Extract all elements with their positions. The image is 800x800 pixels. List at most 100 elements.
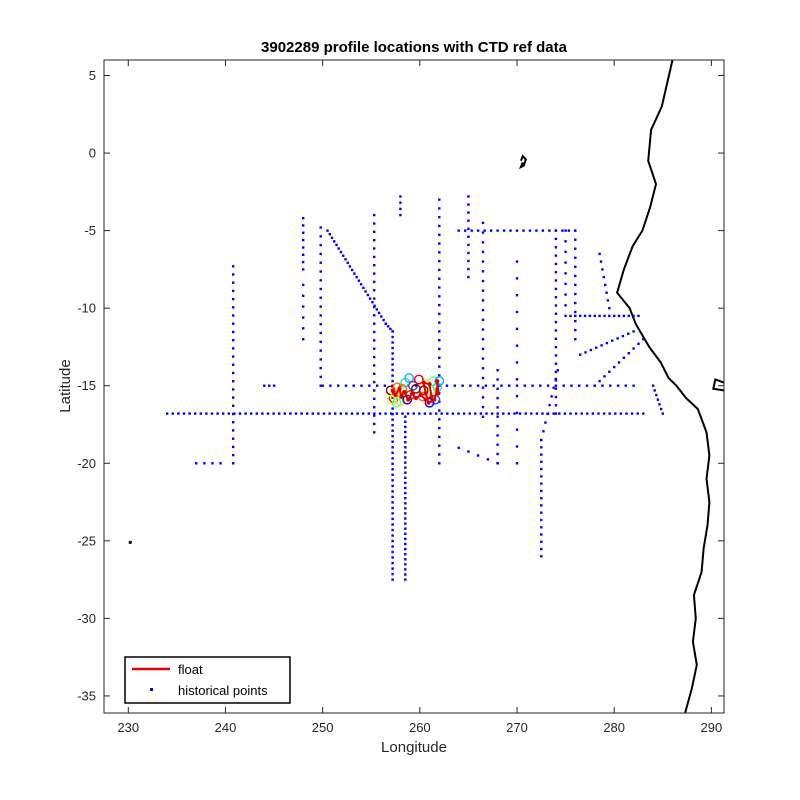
historical-point-82 — [625, 412, 628, 415]
historical-point-279 — [319, 375, 322, 379]
historical-point-373 — [481, 308, 485, 312]
historical-point-88 — [337, 384, 340, 387]
historical-point-532 — [496, 378, 499, 381]
historical-point-495 — [605, 341, 609, 345]
historical-point-249 — [232, 363, 235, 366]
historical-point-112 — [523, 384, 526, 387]
historical-point-557 — [272, 384, 276, 387]
historical-point-209 — [333, 240, 336, 243]
historical-point-199 — [404, 547, 407, 551]
historical-point-185 — [404, 476, 407, 479]
historical-point-433 — [574, 283, 577, 287]
historical-point-275 — [319, 340, 322, 343]
float-track-point-10 — [429, 394, 434, 399]
historical-point-191 — [404, 507, 407, 510]
historical-point-213 — [342, 254, 345, 257]
profile-marker-25 — [391, 397, 402, 408]
historical-point-203 — [404, 568, 407, 571]
historical-point-364 — [481, 221, 485, 225]
historical-point-491 — [584, 351, 587, 354]
historical-point-294 — [302, 338, 305, 341]
historical-point-47 — [429, 412, 432, 415]
historical-point-561 — [219, 462, 222, 465]
historical-point-201 — [404, 558, 407, 561]
historical-point-37 — [373, 412, 376, 415]
historical-point-334 — [438, 303, 441, 307]
historical-point-197 — [404, 537, 407, 541]
historical-point-237 — [232, 265, 235, 268]
historical-point-205 — [404, 578, 407, 581]
historical-point-91 — [360, 384, 363, 387]
historical-point-416 — [554, 329, 558, 332]
historical-point-153 — [391, 473, 394, 476]
historical-point-470 — [540, 482, 543, 485]
historical-point-233 — [384, 322, 387, 325]
historical-point-326 — [438, 233, 441, 236]
historical-point-520 — [651, 384, 655, 387]
historical-point-44 — [412, 412, 415, 415]
historical-point-253 — [232, 396, 235, 399]
historical-point-398 — [541, 229, 545, 232]
historical-point-422 — [554, 379, 558, 382]
profile-marker-7 — [404, 373, 415, 383]
historical-point-389 — [483, 229, 486, 232]
profile-marker-8 — [408, 380, 418, 391]
historical-point-385 — [457, 229, 460, 232]
historical-point-469 — [540, 475, 543, 478]
historical-point-204 — [404, 573, 407, 576]
coastline-2 — [518, 154, 527, 170]
historical-point-231 — [382, 318, 385, 322]
historical-point-358 — [467, 235, 470, 238]
historical-point-405 — [554, 237, 558, 241]
historical-point-1 — [171, 412, 174, 415]
historical-point-9 — [216, 412, 219, 415]
historical-point-265 — [319, 252, 322, 256]
historical-point-280 — [319, 384, 322, 387]
historical-point-323 — [438, 207, 441, 210]
historical-point-230 — [380, 315, 383, 318]
historical-point-45 — [418, 412, 421, 415]
historical-point-172 — [391, 578, 394, 581]
historical-point-386 — [464, 229, 467, 232]
historical-point-444 — [588, 314, 592, 318]
historical-point-560 — [211, 462, 214, 465]
historical-point-298 — [373, 239, 376, 242]
y-tick-label-4: -15 — [77, 378, 96, 393]
historical-point-212 — [339, 250, 343, 254]
historical-point-3 — [182, 412, 186, 415]
historical-point-289 — [302, 283, 305, 287]
legend-box — [124, 656, 291, 704]
historical-point-255 — [232, 412, 235, 416]
historical-point-109 — [500, 384, 503, 387]
historical-point-409 — [554, 271, 558, 274]
historical-point-13 — [238, 412, 242, 415]
historical-point-93 — [375, 384, 379, 387]
historical-point-244 — [232, 322, 235, 325]
historical-point-459 — [564, 272, 567, 275]
historical-point-76 — [591, 412, 595, 415]
float-track-point-8 — [418, 393, 423, 398]
profile-marker-11 — [413, 374, 424, 385]
historical-point-206 — [326, 229, 329, 232]
historical-point-487 — [544, 421, 547, 424]
float-track-point-12 — [421, 380, 426, 385]
historical-point-536 — [496, 415, 499, 418]
historical-point-551 — [515, 411, 519, 415]
historical-point-229 — [377, 311, 381, 315]
historical-point-273 — [319, 323, 322, 326]
historical-point-435 — [574, 301, 577, 305]
profile-marker-24 — [386, 394, 397, 405]
historical-point-4 — [188, 412, 191, 415]
historical-point-307 — [373, 314, 376, 317]
historical-point-183 — [404, 466, 407, 469]
historical-point-494 — [600, 344, 603, 347]
historical-point-221 — [359, 283, 363, 286]
historical-point-410 — [554, 279, 558, 282]
historical-point-528 — [399, 201, 402, 204]
historical-point-431 — [574, 265, 577, 268]
historical-point-267 — [319, 270, 322, 273]
historical-point-382 — [481, 396, 485, 399]
historical-point-32 — [345, 412, 348, 415]
historical-point-256 — [232, 421, 235, 424]
